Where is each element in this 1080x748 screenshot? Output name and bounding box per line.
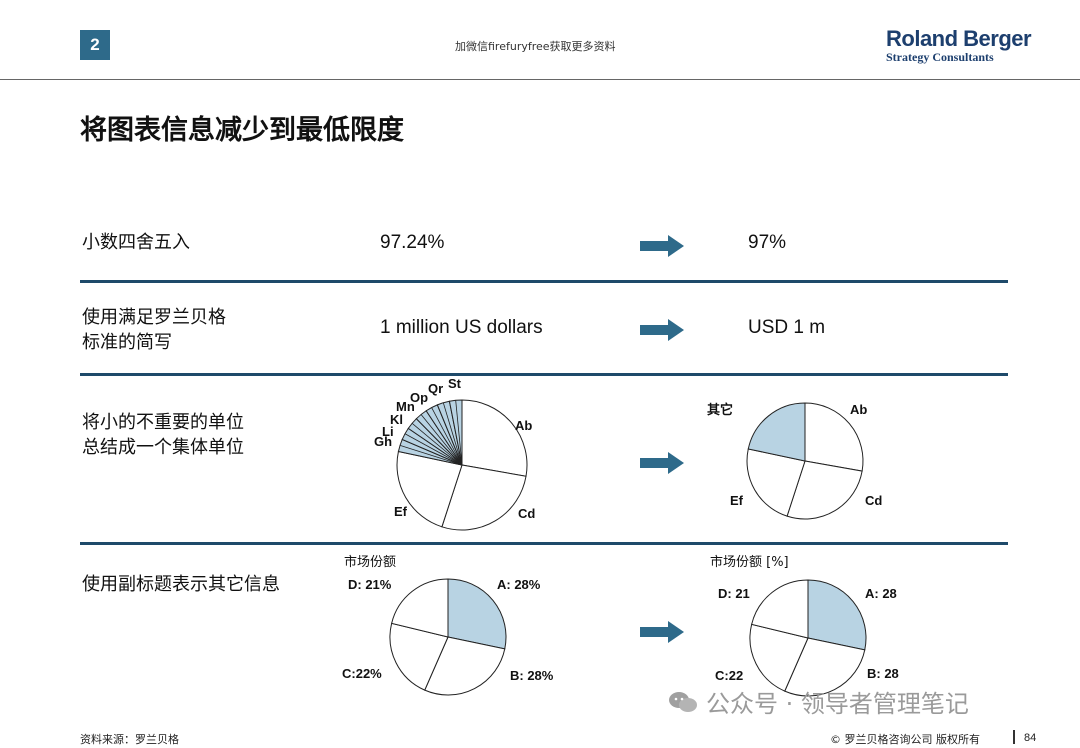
page-number-badge: 2 bbox=[80, 30, 110, 60]
row-label-line: 使用满足罗兰贝格 bbox=[82, 307, 226, 328]
pie-subtitle: 市场份额 bbox=[344, 555, 397, 570]
pie-label-small: St bbox=[448, 376, 462, 391]
wechat-icon bbox=[669, 691, 697, 712]
right-arrow-icon bbox=[640, 235, 684, 257]
pie-label-d: D: 21 bbox=[718, 586, 750, 601]
row-separator bbox=[80, 280, 1008, 283]
pie-slice-c bbox=[389, 622, 449, 691]
pie-slice-d bbox=[391, 578, 449, 638]
header-note: 加微信firefuryfree获取更多资料 bbox=[455, 40, 616, 53]
pie-slice-ab bbox=[804, 402, 864, 472]
pie-ray bbox=[442, 402, 463, 466]
pie-slice-cd bbox=[441, 464, 527, 531]
row-label-subtitle: 使用副标题表示其它信息 bbox=[82, 574, 280, 595]
pie-label-a: A: 28% bbox=[497, 577, 541, 592]
right-arrow-icon bbox=[640, 452, 684, 474]
pie-label-ef: Ef bbox=[394, 504, 408, 519]
pie-slice-a bbox=[447, 578, 507, 650]
page-title: 将图表信息减少到最低限度 bbox=[80, 115, 404, 146]
pie-slice-cd bbox=[786, 460, 863, 520]
pie-ray bbox=[431, 407, 463, 466]
right-arrow-icon bbox=[640, 319, 684, 341]
footer-copyright: © 罗兰贝格咨询公司 版权所有 bbox=[830, 733, 980, 746]
pie-label-ef: Ef bbox=[730, 493, 744, 508]
pie-subtitle: 市场份额 [%] bbox=[710, 555, 789, 570]
pie-slice-ab bbox=[461, 399, 528, 477]
row-after-value: 97% bbox=[748, 232, 787, 253]
row-label-line: 将小的不重要的单位 bbox=[82, 412, 244, 433]
pie-label-small: Gh bbox=[374, 434, 392, 449]
pie-label-c: C:22 bbox=[715, 668, 743, 683]
pie-label-cd: Cd bbox=[865, 493, 882, 508]
row-separator bbox=[80, 542, 1008, 545]
pie-slice-other bbox=[747, 402, 806, 462]
pie-label-other: 其它 bbox=[707, 402, 733, 417]
footer-page-number: 84 bbox=[1024, 732, 1037, 744]
row-label-line: 总结成一个集体单位 bbox=[82, 437, 244, 458]
pie-ray bbox=[399, 444, 463, 466]
row-label-rounding: 小数四舍五入 bbox=[82, 232, 190, 253]
row-label-collective: 将小的不重要的单位 总结成一个集体单位 bbox=[82, 410, 244, 460]
row-before-value: 97.24% bbox=[380, 232, 445, 253]
pie-slice-b bbox=[784, 637, 866, 697]
pie-ray bbox=[455, 400, 463, 466]
pie-label-ab: Ab bbox=[850, 402, 867, 417]
pie-slice-a bbox=[807, 579, 867, 651]
pie-slice-b bbox=[424, 636, 506, 696]
pie-label-a: A: 28 bbox=[865, 586, 897, 601]
pie-label-d: D: 21% bbox=[348, 577, 392, 592]
pie-label-cd: Cd bbox=[518, 506, 535, 521]
pie-label-b: B: 28% bbox=[510, 668, 554, 683]
pie-label-b: B: 28 bbox=[867, 666, 899, 681]
pie-ray bbox=[404, 433, 463, 466]
row-label-line: 标准的简写 bbox=[82, 332, 172, 353]
row-separator bbox=[80, 373, 1008, 376]
pie-slice-d bbox=[751, 579, 809, 639]
pie-chart-market-share-percent: A: 28% B: 28% C:22% D: 21% bbox=[342, 577, 554, 696]
watermark: 公众号 · 领导者管理笔记 bbox=[668, 684, 969, 719]
pie-label-ab: Ab bbox=[515, 418, 532, 433]
row-before-value: 1 million US dollars bbox=[380, 317, 543, 338]
pie-slice-c bbox=[749, 623, 809, 692]
footer-divider bbox=[1013, 730, 1015, 744]
logo-strategy-consultants: Strategy Consultants bbox=[886, 50, 994, 64]
pie-slice-ef bbox=[746, 448, 806, 517]
right-arrow-icon bbox=[640, 621, 684, 643]
pie-label-c: C:22% bbox=[342, 666, 382, 681]
pie-label-small: Li bbox=[382, 424, 394, 439]
watermark-text: 公众号 · 领导者管理笔记 bbox=[706, 690, 969, 718]
pie-chart-collected: Ab Cd Ef 其它 bbox=[707, 402, 882, 520]
pie-ray bbox=[411, 423, 463, 466]
footer-source: 资料来源：罗兰贝格 bbox=[80, 733, 179, 746]
header-divider bbox=[0, 79, 1080, 80]
row-after-value: USD 1 m bbox=[748, 317, 826, 338]
row-label-abbreviation: 使用满足罗兰贝格 标准的简写 bbox=[82, 305, 226, 355]
pie-label-small: Mn bbox=[396, 399, 415, 414]
logo-roland-berger: Roland Berger bbox=[886, 26, 1032, 51]
pie-label-small: Op bbox=[410, 390, 428, 405]
pie-chart-market-share: A: 28 B: 28 C:22 D: 21 bbox=[715, 579, 899, 697]
pie-ray bbox=[420, 414, 463, 466]
pie-label-small: Qr bbox=[428, 381, 443, 396]
pie-label-small: Kl bbox=[390, 412, 403, 427]
pie-slice-ef bbox=[396, 450, 463, 528]
